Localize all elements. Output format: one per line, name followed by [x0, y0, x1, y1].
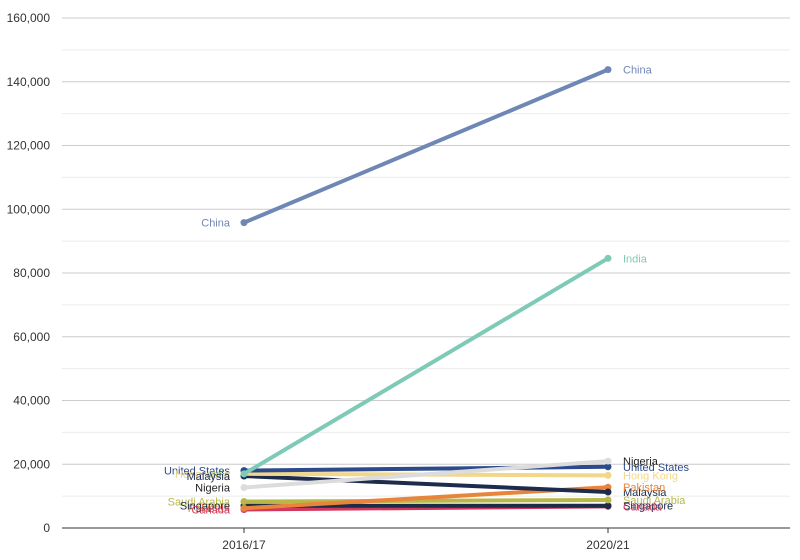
data-point: [604, 471, 612, 479]
y-tick-label: 160,000: [7, 11, 51, 25]
y-tick-label: 0: [43, 521, 50, 535]
data-point: [604, 496, 612, 504]
series-label-right-hong-kong: Hong Kong: [623, 470, 678, 482]
data-point: [604, 483, 612, 491]
series-label-left-pakistan: Pakistan: [188, 503, 230, 515]
data-point: [604, 254, 612, 262]
data-point: [604, 488, 612, 496]
series-label-left-saudi-arabia: Saudi Arabia: [168, 497, 231, 509]
data-point: [240, 498, 248, 506]
gridlines: [62, 17, 790, 529]
x-tick-label: 2016/17: [222, 538, 266, 552]
data-point: [604, 502, 612, 510]
y-tick-label: 40,000: [13, 394, 50, 408]
series-label-right-canada: Canada: [623, 501, 662, 513]
data-point: [240, 504, 248, 512]
series-label-right-india: India: [623, 253, 648, 265]
data-point: [240, 484, 248, 492]
y-tick-label: 80,000: [13, 266, 50, 280]
x-tick-label: 2020/21: [586, 538, 630, 552]
series-line-nigeria: [242, 459, 610, 490]
series-label-left-china: China: [201, 218, 231, 230]
series-label-right-singapore: Singapore: [623, 501, 673, 513]
series-line-saudi-arabia: [242, 497, 610, 504]
y-tick-label: 140,000: [7, 75, 51, 89]
y-axis-ticks: 0 20,000 40,000 60,000 80,000 100,000 120,000 1…: [7, 11, 51, 535]
y-tick-label: 120,000: [7, 139, 51, 153]
data-point: [604, 463, 612, 471]
y-tick-label: 60,000: [13, 330, 50, 344]
x-axis-ticks: 2016/17 2020/21: [222, 528, 630, 552]
data-point: [240, 470, 248, 478]
series-line-malaysia: [242, 474, 610, 494]
series-label-right-saudi-arabia: Saudi Arabia: [623, 495, 686, 507]
series-label-left-singapore: Singapore: [180, 501, 230, 513]
series-label-left-india: India: [206, 469, 231, 481]
data-point: [604, 66, 612, 74]
series-label-right-nigeria: Nigeria: [623, 456, 659, 468]
series-label-right-united-states: United States: [623, 462, 690, 474]
series-label-right-china: China: [623, 65, 653, 77]
y-tick-label: 20,000: [13, 457, 50, 471]
series-label-left-canada: Canada: [191, 505, 230, 517]
data-point: [240, 219, 248, 227]
series-label-left-united-states: United States: [164, 466, 231, 478]
series-label-left-nigeria: Nigeria: [195, 483, 231, 495]
series-label-left-hong-kong: Hong Kong: [175, 469, 230, 481]
series-label-left-malaysia: Malaysia: [187, 471, 231, 483]
series-lines: [240, 66, 612, 514]
y-tick-label: 100,000: [7, 202, 51, 216]
series-labels: ChinaChinaIndiaIndiaNigeriaNigeriaUnited…: [164, 65, 690, 517]
series-label-right-malaysia: Malaysia: [623, 487, 667, 499]
series-label-right-pakistan: Pakistan: [623, 482, 665, 494]
series-line-india: [242, 256, 610, 476]
series-line-china: [242, 67, 610, 225]
data-point: [604, 457, 612, 465]
series-line-united-states: [242, 464, 610, 473]
